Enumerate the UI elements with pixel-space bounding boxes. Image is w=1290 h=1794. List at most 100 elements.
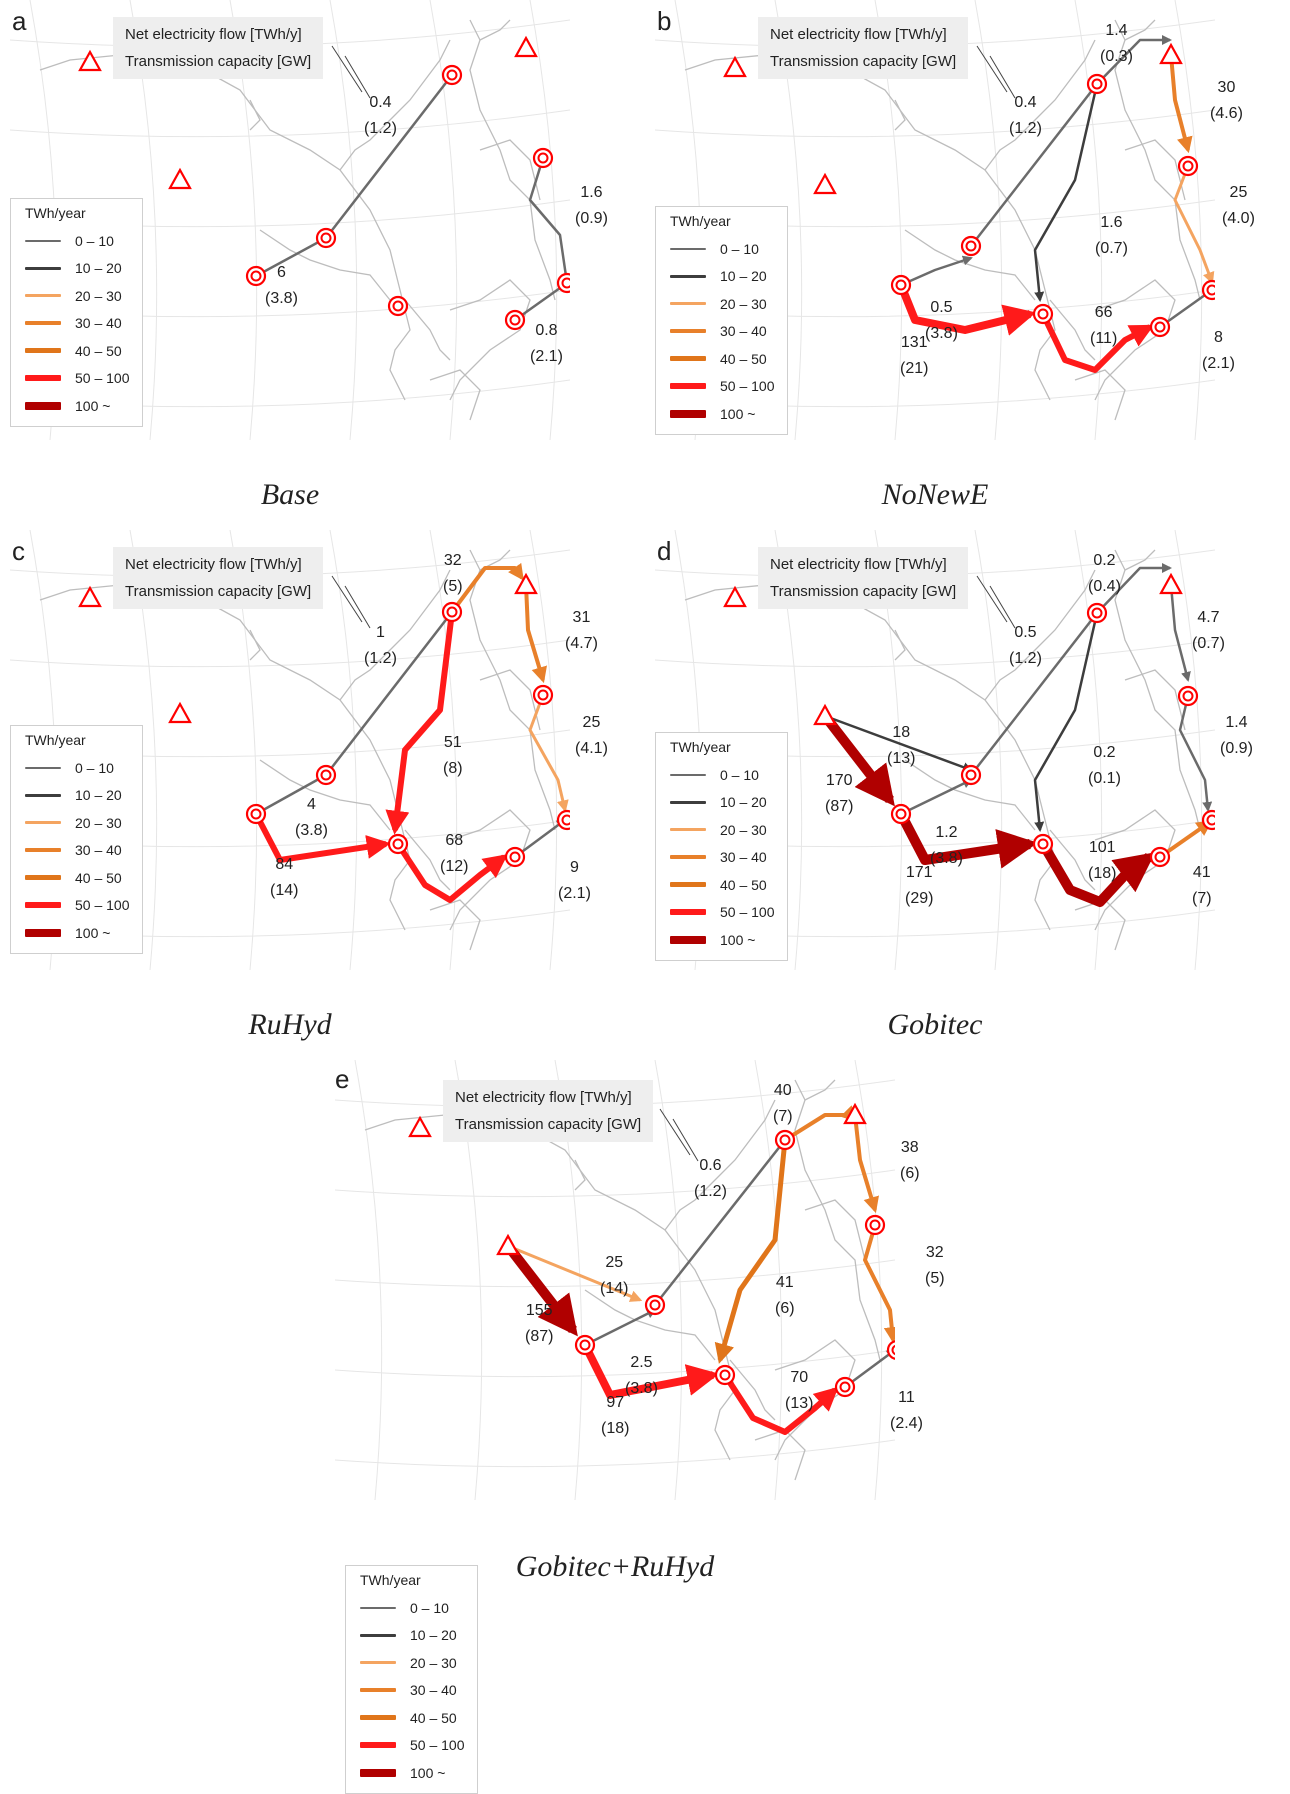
bullseye-icon: [1149, 846, 1171, 868]
leader-line: [989, 585, 1016, 629]
legend-swatch: [670, 801, 706, 804]
flow-capacity-legend: Net electricity flow [TWh/y] Transmission…: [113, 17, 324, 79]
legend-swatch: [670, 275, 706, 278]
legend-label: 20 – 30: [75, 287, 122, 304]
coastline: [894, 629, 906, 661]
bullseye-icon: [245, 803, 267, 825]
flow-arrow: [1158, 820, 1213, 859]
legend-flow-label: Net electricity flow [TWh/y]: [125, 26, 302, 43]
coastline: [1114, 19, 1201, 301]
flow-arrow: [1033, 83, 1099, 302]
legend-example-label: 0.4 (1.2): [1009, 94, 1042, 137]
legend-label: 0 – 10: [410, 1599, 449, 1616]
coastline: [1114, 549, 1201, 831]
coastline: [1074, 899, 1126, 951]
flow-capacity-legend: Net electricity flow [TWh/y] Transmission…: [758, 547, 969, 609]
legend-title: TWh/year: [360, 1572, 421, 1588]
legend-label: 30 – 40: [410, 1682, 457, 1699]
bullseye-icon: [1032, 833, 1054, 855]
graticule-line: [10, 109, 570, 138]
legend-label: 40 – 50: [75, 869, 122, 886]
triangle-icon: [78, 49, 102, 72]
triangle-icon: [723, 585, 747, 608]
legend-example-label: 1 (1.2): [364, 624, 397, 667]
flow-arrow: [897, 283, 1037, 336]
flow-label: 2.5 (3.8): [625, 1354, 658, 1397]
triangle-icon: [496, 1233, 520, 1256]
flow-label: 1.6 (0.9): [575, 184, 608, 227]
bullseye-icon: [245, 265, 267, 287]
coastline: [259, 229, 391, 301]
panel-letter: d: [657, 536, 672, 566]
triangle-icon: [1159, 572, 1183, 595]
coastline: [904, 759, 1036, 831]
flow-arrow: [507, 1244, 643, 1302]
bullseye-icon: [315, 227, 337, 249]
graticule-line: [529, 530, 558, 970]
legend-row: 100 ~: [670, 400, 775, 428]
legend-label: 10 – 20: [75, 260, 122, 277]
legend-label: 0 – 10: [720, 240, 759, 257]
legend-swatch: [670, 302, 706, 306]
triangle-icon: [168, 701, 192, 724]
flow-class-legend: TWh/year 0 – 10 10 – 20 20 – 30 30 – 40 40 – …: [345, 1565, 478, 1794]
flow-arrow: [395, 842, 508, 903]
triangle-icon: [408, 1115, 432, 1138]
flow-arrow: [1038, 841, 1156, 907]
bullseye-icon: [834, 1376, 856, 1398]
flow-label: 41 (7): [1192, 864, 1212, 907]
flow-label: 101 (18): [1088, 839, 1117, 882]
flow-label: 18 (13): [887, 724, 916, 767]
flow-arrow: [255, 236, 328, 278]
legend-row: 10 – 20: [25, 782, 130, 810]
bullseye-icon: [1149, 316, 1171, 338]
coastline: [404, 829, 451, 891]
legend-swatch: [670, 329, 706, 334]
legend-label: 40 – 50: [410, 1709, 457, 1726]
legend-title: TWh/year: [670, 739, 731, 755]
map-panel-ruhyd: c Net electricity flow [TWh/y] Transmissio…: [10, 530, 608, 970]
legend-swatch: [360, 1606, 396, 1609]
flow-label: 170 (87): [825, 772, 854, 815]
coastline: [894, 99, 906, 131]
legend-row: 30 – 40: [670, 318, 775, 346]
coastline: [249, 629, 261, 661]
legend-example-label: 0.6 (1.2): [694, 1157, 727, 1200]
map-panel-base: a Net electricity flow [TWh/y] Transmissio…: [10, 0, 608, 440]
bullseye-icon: [387, 833, 409, 855]
legend-row: 50 – 100: [670, 373, 775, 401]
flow-arrow: [1169, 54, 1193, 154]
flow-label: 31 (4.7): [565, 609, 598, 652]
legend-row: 40 – 50: [670, 345, 775, 373]
flow-label: 1.6 (0.7): [1095, 214, 1128, 257]
triangle-icon: [1159, 42, 1183, 65]
legend-capacity-label: Transmission capacity [GW]: [125, 53, 312, 70]
coastline: [404, 299, 451, 361]
flow-label: 131 (21): [900, 334, 929, 377]
legend-capacity-label: Transmission capacity [GW]: [455, 1116, 642, 1133]
bullseye-icon: [960, 235, 982, 257]
legend-swatch: [25, 902, 61, 909]
graticule-line: [654, 1060, 683, 1500]
coastline: [794, 1079, 881, 1361]
legend-row: 20 – 30: [360, 1649, 465, 1677]
leader-line: [976, 45, 1008, 93]
legend-label: 0 – 10: [75, 759, 114, 776]
map-panel-gobitec-ruhyd: e Net electricity flow [TWh/y] Transmissio…: [335, 1060, 945, 1794]
triangle-icon: [843, 1102, 867, 1125]
legend-row: 30 – 40: [25, 837, 130, 865]
flow-label: 1.4 (0.9): [1220, 714, 1253, 757]
legend-label: 20 – 30: [75, 814, 122, 831]
coastline: [339, 569, 451, 701]
flow-arrow: [1096, 35, 1172, 85]
graticule-line: [1174, 0, 1203, 440]
legend-example-label: 0.4 (1.2): [364, 94, 397, 137]
flow-capacity-legend: Net electricity flow [TWh/y] Transmission…: [113, 547, 324, 609]
legend-swatch: [670, 409, 706, 418]
flow-label: 30 (4.6): [1210, 79, 1243, 122]
map-panel-nonewe: b Net electricity flow [TWh/y] Transmissio…: [655, 0, 1255, 440]
legend-label: 20 – 30: [720, 821, 767, 838]
legend-swatch: [670, 882, 706, 888]
legend-row: 20 – 30: [670, 816, 775, 844]
legend-title: TWh/year: [25, 205, 86, 221]
